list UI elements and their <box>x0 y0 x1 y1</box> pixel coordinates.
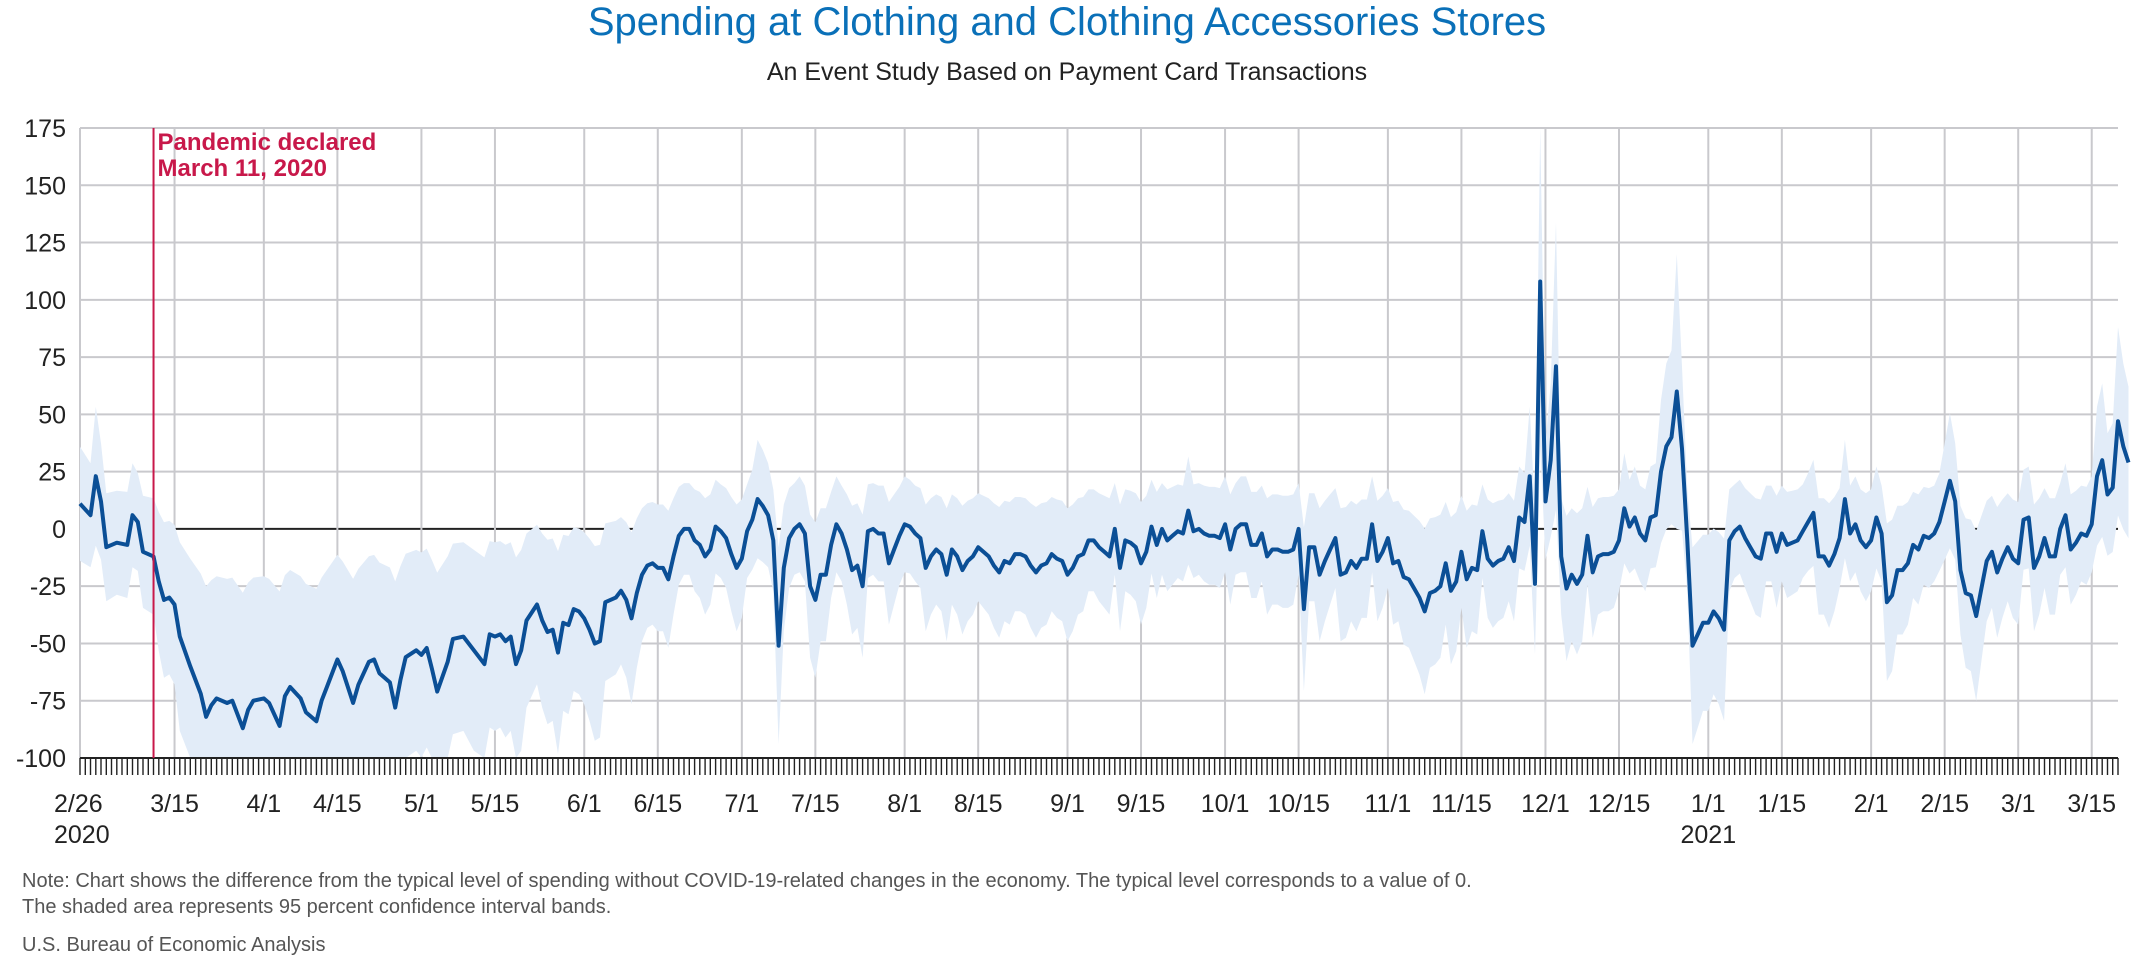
y-tick-label: 100 <box>24 287 66 315</box>
x-tick-label: 12/15 <box>1588 790 1651 818</box>
x-tick-label: 8/15 <box>954 790 1003 818</box>
confidence-band <box>80 128 2129 758</box>
x-tick-label: 1/15 <box>1757 790 1806 818</box>
y-tick-label: -100 <box>16 745 66 773</box>
x-tick-label: 5/15 <box>471 790 520 818</box>
source-credit: U.S. Bureau of Economic Analysis <box>22 934 326 956</box>
y-tick-label: -25 <box>30 573 66 601</box>
x-tick-year-label: 2020 <box>54 821 110 849</box>
x-tick-label: 3/15 <box>2067 790 2116 818</box>
x-tick-label: 7/1 <box>724 790 759 818</box>
y-tick-label: -50 <box>30 630 66 658</box>
confidence-band-group <box>80 128 2129 758</box>
y-tick-label: -75 <box>30 688 66 716</box>
x-tick-label: 3/15 <box>150 790 199 818</box>
x-tick-label: 7/15 <box>791 790 840 818</box>
x-tick-label: 3/1 <box>2001 790 2036 818</box>
x-tick-label: 12/1 <box>1521 790 1570 818</box>
axis-group: 175 150 125 100 75 50 25 0 -25 -50 -75 -100 2/26 2020… <box>16 115 2119 849</box>
y-tick-label: 125 <box>24 230 66 258</box>
y-tick-label: 0 <box>52 516 66 544</box>
x-tick-label: 2/26 <box>54 790 103 818</box>
series-group <box>78 279 2131 731</box>
chart-subtitle: An Event Study Based on Payment Card Tra… <box>766 58 1368 86</box>
x-tick-label: 9/1 <box>1050 790 1085 818</box>
y-tick-label: 75 <box>38 344 66 372</box>
y-tick-label: 150 <box>24 172 66 200</box>
x-tick-year-label: 2021 <box>1680 821 1736 849</box>
series-line <box>78 279 2131 731</box>
x-tick-label: 4/1 <box>246 790 281 818</box>
x-tick-label: 8/1 <box>887 790 922 818</box>
x-tick-label: 9/15 <box>1117 790 1166 818</box>
y-tick-label: 25 <box>38 459 66 487</box>
x-tick-label: 11/15 <box>1431 790 1492 818</box>
annotation-label: Pandemic declared <box>158 129 377 156</box>
x-tick-label: 10/1 <box>1201 790 1250 818</box>
x-tick-label: 6/1 <box>567 790 602 818</box>
x-tick-label: 1/1 <box>1691 790 1726 818</box>
y-tick-label: 175 <box>24 115 66 143</box>
x-tick-label: 5/1 <box>404 790 439 818</box>
x-axis-day-ticks <box>79 758 2119 775</box>
chart-note-line-2: The shaded area represents 95 percent co… <box>22 896 612 918</box>
x-tick-label: 11/1 <box>1364 790 1411 818</box>
chart-title: Spending at Clothing and Clothing Access… <box>587 0 1547 44</box>
x-tick-label: 6/15 <box>633 790 682 818</box>
x-tick-label: 2/15 <box>1920 790 1969 818</box>
annotation-label: March 11, 2020 <box>158 155 327 182</box>
x-tick-label: 4/15 <box>313 790 362 818</box>
chart-note-line-1: Note: Chart shows the difference from th… <box>22 870 1472 892</box>
x-tick-label: 10/15 <box>1267 790 1330 818</box>
y-tick-label: 50 <box>38 401 66 429</box>
x-tick-label: 2/1 <box>1854 790 1889 818</box>
chart-plot: 175 150 125 100 75 50 25 0 -25 -50 -75 -100 2/26 2020… <box>16 115 2131 849</box>
